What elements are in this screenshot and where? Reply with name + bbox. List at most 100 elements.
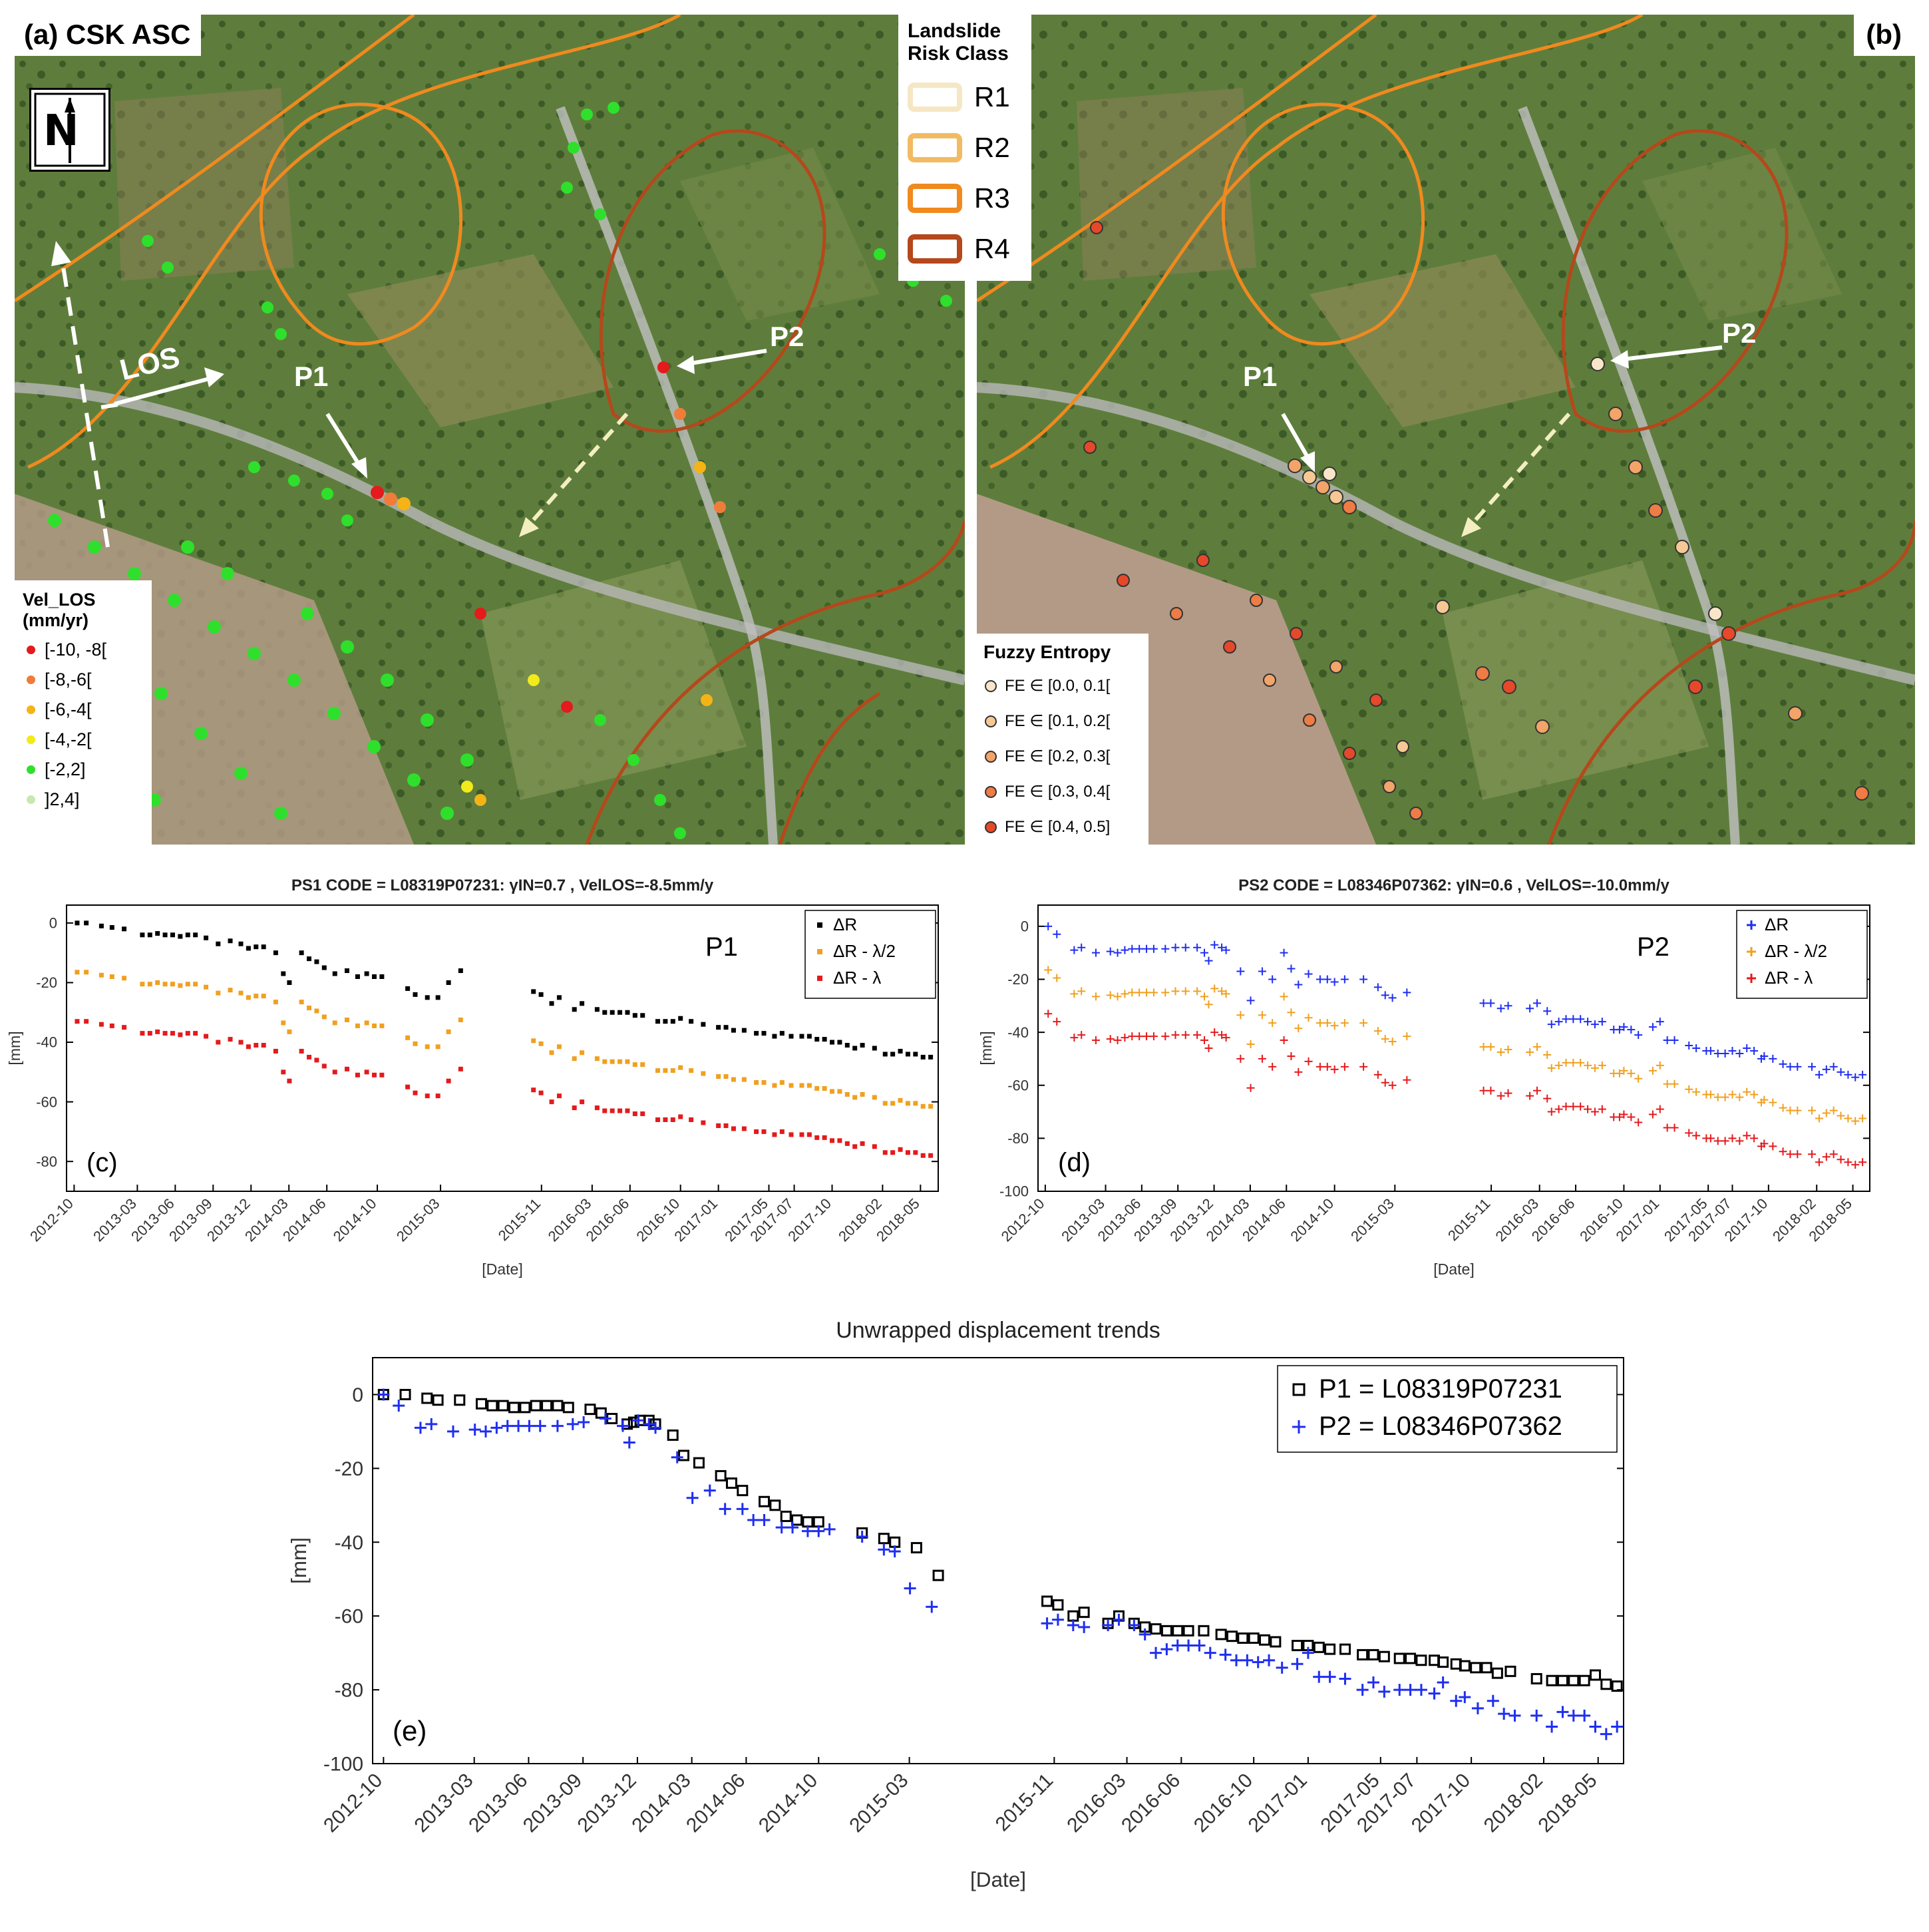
data-point: [1487, 1694, 1499, 1707]
data-point: [1294, 1024, 1303, 1033]
data-point: [1268, 975, 1277, 984]
data-point: [1590, 1107, 1599, 1116]
data-point: [1670, 1079, 1679, 1088]
data-point: [1793, 1106, 1802, 1115]
data-point: [1786, 1106, 1795, 1115]
vel-legend-title: Vel_LOS: [23, 590, 96, 610]
data-point: [920, 1054, 926, 1060]
data-point: [178, 983, 183, 988]
data-point: [281, 971, 286, 976]
data-point: [1171, 943, 1180, 952]
data-point: [731, 1077, 736, 1082]
data-point: [1648, 1110, 1657, 1119]
data-point: [531, 1087, 536, 1093]
data-point: [1356, 1684, 1369, 1696]
data-point: [98, 923, 104, 928]
data-point: [1576, 1102, 1585, 1111]
data-point: [932, 1569, 944, 1581]
data-point: [238, 941, 244, 946]
data-point: [1786, 1062, 1795, 1071]
data-point: [1706, 1134, 1715, 1143]
data-point: [1576, 1015, 1585, 1024]
data-point: [1611, 1680, 1623, 1692]
fe-legend: Fuzzy Entropy FE ∈ [0.0, 0.1[FE ∈ [0.1, …: [977, 634, 1148, 845]
point-label: P1: [705, 932, 738, 962]
data-point: [822, 1135, 827, 1140]
data-point: [928, 1103, 934, 1109]
data-point: [475, 1398, 487, 1410]
data-point: [425, 1044, 430, 1050]
x-axis-label: [Date]: [970, 1867, 1026, 1891]
data-point: [759, 1495, 771, 1507]
data-point: [1128, 944, 1137, 953]
data-point: [1210, 940, 1219, 949]
data-point: [1692, 1087, 1701, 1096]
fe-legend-item: FE ∈ [0.1, 0.2[: [983, 703, 1148, 739]
data-point: [663, 1068, 668, 1073]
data-point: [1735, 1137, 1744, 1145]
data-point: [1428, 1687, 1441, 1700]
data-point: [1142, 944, 1151, 953]
data-point: [1200, 992, 1208, 1001]
data-point: [1769, 1142, 1777, 1151]
data-point: [580, 1099, 585, 1105]
data-point: [789, 1034, 794, 1039]
data-point: [1648, 1066, 1657, 1075]
x-tick-label: 2014-10: [330, 1195, 380, 1245]
data-point: [1670, 1123, 1679, 1132]
data-point: [531, 1038, 536, 1044]
vel-legend-swatch-icon: [27, 705, 35, 714]
data-point: [344, 1017, 349, 1022]
data-point: [1728, 1046, 1737, 1055]
vel-legend-item: ]2,4]: [23, 785, 152, 815]
data-point: [254, 1043, 259, 1048]
data-point: [1620, 1023, 1628, 1032]
data-point: [736, 1503, 749, 1515]
data-point: [1200, 1036, 1208, 1045]
data-point: [281, 1020, 286, 1026]
risk-legend-items: R1 R2 R3 R4: [908, 72, 1031, 274]
data-point: [1373, 1070, 1382, 1079]
plot-area: [1037, 904, 1870, 1192]
legend-marker-icon: [1747, 920, 1756, 930]
data-markers: [377, 1388, 1624, 1740]
data-point: [830, 1089, 835, 1094]
data-point: [580, 1001, 585, 1006]
data-point: [458, 1066, 463, 1071]
data-point: [1070, 990, 1079, 998]
data-point: [1822, 1065, 1831, 1073]
data-point: [890, 1101, 896, 1106]
data-point: [1215, 1629, 1227, 1641]
data-point: [806, 1034, 812, 1039]
data-point: [1670, 1036, 1679, 1045]
data-point: [1584, 1061, 1592, 1069]
data-point: [878, 1533, 890, 1545]
fe-legend-item: FE ∈ [0.2, 0.3[: [983, 739, 1148, 774]
data-point: [878, 1543, 890, 1556]
data-point: [1204, 956, 1213, 965]
data-point: [178, 1032, 183, 1038]
data-point: [1822, 1153, 1831, 1161]
data-point: [1313, 1670, 1325, 1683]
x-tick-label: 2014-06: [682, 1770, 749, 1837]
data-point: [631, 1414, 644, 1427]
data-point: [686, 1491, 699, 1504]
data-point: [1829, 1062, 1838, 1071]
data-point: [1128, 1619, 1140, 1632]
data-point: [405, 1035, 411, 1040]
data-point: [1041, 1617, 1053, 1630]
data-point: [701, 1071, 706, 1076]
legend-box: [1277, 1365, 1618, 1453]
x-axis-label: [Date]: [1433, 1260, 1475, 1278]
data-point: [860, 1141, 865, 1146]
fe-legend-swatch-icon: [985, 715, 997, 727]
data-point: [1149, 988, 1158, 997]
data-point: [1051, 1613, 1064, 1626]
data-point: [1149, 1032, 1158, 1041]
data-point: [379, 974, 385, 979]
data-point: [1822, 1109, 1831, 1117]
data-point: [1323, 1019, 1331, 1028]
map-a-p2-label: P2: [770, 321, 804, 352]
data-point: [1078, 1607, 1090, 1619]
data-point: [1554, 1105, 1563, 1113]
